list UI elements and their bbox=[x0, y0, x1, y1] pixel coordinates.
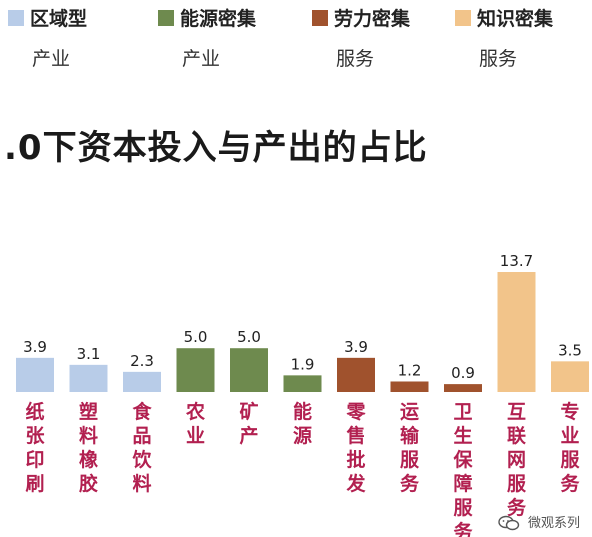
legend-swatch-energy bbox=[158, 10, 174, 26]
watermark: 微观系列 bbox=[498, 512, 580, 532]
wechat-icon bbox=[498, 515, 520, 531]
value-label-2: 2.3 bbox=[130, 352, 154, 370]
bar-3 bbox=[176, 348, 215, 392]
bar-10 bbox=[551, 361, 589, 392]
category-label-4: 矿产 bbox=[239, 400, 258, 447]
bar-1 bbox=[69, 364, 108, 392]
category-label-3: 农业 bbox=[185, 400, 205, 447]
value-label-7: 1.2 bbox=[398, 361, 422, 379]
legend-label-labor-line1: 劳力密集 bbox=[334, 8, 411, 30]
category-label-2: 食品饮料 bbox=[131, 400, 152, 495]
value-label-6: 3.9 bbox=[344, 338, 368, 356]
legend-label-energy-line2: 产业 bbox=[182, 48, 221, 70]
bar-7 bbox=[390, 381, 429, 392]
category-label-6: 零售批发 bbox=[345, 401, 366, 495]
bar-0 bbox=[16, 357, 54, 392]
bar-8 bbox=[444, 384, 482, 392]
value-label-5: 1.9 bbox=[291, 355, 315, 373]
category-label-7: 运输服务 bbox=[400, 401, 420, 495]
legend-label-labor-line2: 服务 bbox=[336, 48, 375, 70]
legend-label-regional-line2: 产业 bbox=[32, 48, 71, 70]
legend-label-knowledge-line2: 服务 bbox=[479, 48, 518, 70]
legend-swatch-regional bbox=[8, 10, 24, 26]
bar-6 bbox=[337, 357, 375, 392]
value-label-9: 13.7 bbox=[500, 252, 533, 270]
legend-swatch-knowledge bbox=[455, 10, 471, 26]
legend-label-energy-line1: 能源密集 bbox=[180, 8, 257, 30]
bar-9 bbox=[497, 272, 536, 392]
value-label-1: 3.1 bbox=[77, 345, 101, 363]
bar-2 bbox=[123, 371, 161, 392]
value-label-3: 5.0 bbox=[184, 328, 208, 346]
value-label-4: 5.0 bbox=[237, 328, 261, 346]
bar-5 bbox=[283, 375, 322, 392]
value-label-10: 3.5 bbox=[558, 341, 582, 359]
legend-label-knowledge-line1: 知识密集 bbox=[477, 8, 554, 30]
bar-4 bbox=[230, 348, 268, 392]
category-label-9: 互联网服务 bbox=[507, 401, 527, 519]
category-label-0: 纸张印刷 bbox=[25, 400, 45, 495]
value-label-0: 3.9 bbox=[23, 338, 47, 356]
watermark-text: 微观系列 bbox=[527, 515, 580, 531]
legend-label-regional-line1: 区域型 bbox=[30, 8, 88, 30]
category-label-1: 塑料橡胶 bbox=[79, 400, 99, 495]
category-label-8: 卫生保障服务 bbox=[452, 401, 473, 537]
chart-title: .0下资本投入与产出的占比 bbox=[4, 128, 428, 168]
category-label-5: 能源 bbox=[293, 400, 312, 447]
value-label-8: 0.9 bbox=[451, 364, 475, 382]
legend-swatch-labor bbox=[312, 10, 328, 26]
category-label-10: 专业服务 bbox=[560, 400, 580, 495]
